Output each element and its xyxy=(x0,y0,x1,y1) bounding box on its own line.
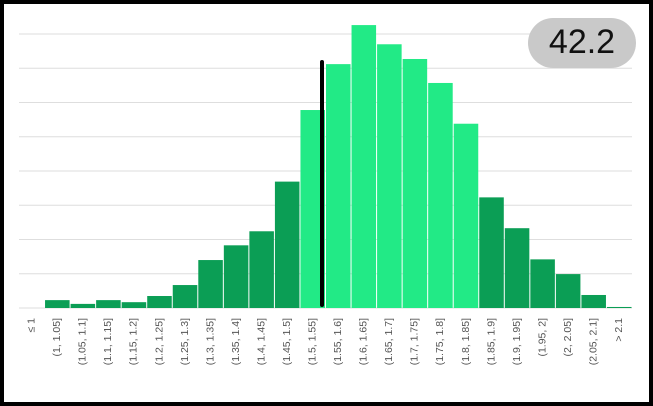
bar xyxy=(121,302,147,308)
x-tick-label: (1.4, 1.45] xyxy=(255,318,267,365)
x-tick-label: (1.2, 1.25] xyxy=(153,318,165,365)
x-tick-label: (2, 2.05] xyxy=(562,318,574,357)
bar xyxy=(453,123,479,308)
x-tick-label: (1.25, 1.3] xyxy=(179,318,191,365)
x-tick-label: ≤ 1 xyxy=(26,318,38,333)
plot-area: ≤ 1 (1, 1.05] (1.05, 1.1] (1.1, 1.15] (1.15,… xyxy=(19,25,632,365)
bar xyxy=(45,300,70,308)
badge xyxy=(528,18,636,68)
bar xyxy=(530,259,555,308)
bar xyxy=(172,285,198,308)
x-tick-label: (1.1, 1.15] xyxy=(102,318,114,365)
x-tick-label: (2.05, 2.1] xyxy=(587,318,599,365)
bar xyxy=(147,296,172,308)
bar xyxy=(223,245,249,308)
x-tick-label: (1.3, 1.35] xyxy=(204,318,216,365)
x-tick-label: (1.7, 1.75] xyxy=(409,318,421,365)
bar xyxy=(377,44,402,308)
bar xyxy=(326,64,351,309)
bar xyxy=(606,306,632,308)
bar xyxy=(402,58,428,309)
x-tick-label: (1.95, 2] xyxy=(536,318,548,357)
badge-text: 42.2 xyxy=(549,23,615,61)
x-tick-label: (1, 1.05] xyxy=(51,318,63,357)
x-tick-label: (1.15, 1.2] xyxy=(128,318,140,365)
bar xyxy=(428,82,453,308)
bar xyxy=(249,231,274,308)
x-tick-label: (1.8, 1.85] xyxy=(460,318,472,365)
x-tick-label: (1.6, 1.65] xyxy=(358,318,370,365)
bar xyxy=(351,25,377,308)
x-tick-label: (1.45, 1.5] xyxy=(281,318,293,365)
x-tick-label: (1.9, 1.95] xyxy=(511,318,523,365)
bar xyxy=(555,274,581,308)
bar xyxy=(198,260,223,308)
bar xyxy=(274,181,300,308)
x-tick-label: (1.05, 1.1] xyxy=(77,318,89,365)
x-tick-label: > 2.1 xyxy=(613,318,625,342)
x-tick-label: (1.85, 1.9] xyxy=(485,318,497,365)
bar xyxy=(504,228,530,308)
x-tick-label: (1.65, 1.7] xyxy=(383,318,395,365)
x-tick-label: (1.35, 1.4] xyxy=(230,318,242,365)
x-tick-label: (1.5, 1.55] xyxy=(307,318,319,365)
bar xyxy=(479,197,504,308)
bar xyxy=(96,300,121,308)
bar xyxy=(581,294,606,308)
x-tick-label: (1.75, 1.8] xyxy=(434,318,446,365)
x-tick-label: (1.55, 1.6] xyxy=(332,318,344,365)
bar xyxy=(70,303,96,308)
